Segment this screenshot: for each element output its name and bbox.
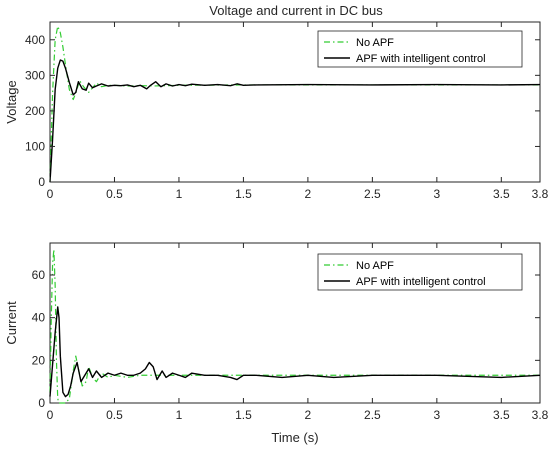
voltage-legend: No APF APF with intelligent control bbox=[317, 30, 523, 68]
voltage-plot: 0 0.5 1 1.5 2 2.5 3 3.5 3.8 0 100 200 300 400 Voltage… bbox=[4, 21, 549, 201]
voltage-series-apf-line bbox=[49, 59, 541, 183]
voltage-x-tick-label: 3 bbox=[433, 187, 440, 201]
voltage-x-tick-label: 3.8 bbox=[532, 187, 549, 201]
voltage-series-no-apf-line bbox=[49, 25, 540, 183]
voltage-y-axis-label: Voltage bbox=[4, 80, 19, 123]
current-plot: 0 0.5 1 1.5 2 2.5 3 3.5 3.8 0 20 40 60 Current Time … bbox=[4, 242, 549, 445]
current-x-axis-label: Time (s) bbox=[271, 430, 318, 445]
current-y-tick-label: 0 bbox=[38, 396, 45, 410]
current-x-tick-label: 3.8 bbox=[532, 408, 549, 422]
voltage-legend-label-apf: APF with intelligent control bbox=[356, 53, 486, 65]
current-x-tick-label: 1 bbox=[176, 408, 183, 422]
voltage-legend-label-no-apf: No APF bbox=[356, 37, 394, 49]
current-series-no-apf-line bbox=[49, 248, 540, 404]
voltage-y-tick-label: 200 bbox=[25, 104, 45, 118]
voltage-legend-box bbox=[317, 30, 523, 68]
current-x-tick-label: 2 bbox=[305, 408, 312, 422]
current-series-apf-line bbox=[49, 306, 541, 398]
voltage-y-tick-label: 100 bbox=[25, 139, 45, 153]
current-x-tick-label: 1.5 bbox=[235, 408, 252, 422]
voltage-y-tick-label: 400 bbox=[25, 33, 45, 47]
voltage-tick-layer: 0 0.5 1 1.5 2 2.5 3 3.5 3.8 0 100 200 300 400 bbox=[25, 22, 549, 201]
current-tick-layer: 0 0.5 1 1.5 2 2.5 3 3.5 3.8 0 20 40 60 bbox=[32, 243, 549, 422]
voltage-y-tick-label: 300 bbox=[25, 68, 45, 82]
current-legend: No APF APF with intelligent control bbox=[317, 253, 523, 291]
voltage-y-tick-label: 0 bbox=[38, 175, 45, 189]
current-y-tick-label: 60 bbox=[32, 268, 46, 282]
current-y-axis-label: Current bbox=[4, 301, 19, 345]
current-x-tick-label: 0 bbox=[47, 408, 54, 422]
voltage-x-tick-label: 1 bbox=[176, 187, 183, 201]
current-legend-label-apf: APF with intelligent control bbox=[356, 276, 486, 288]
current-y-tick-label: 40 bbox=[32, 311, 46, 325]
current-legend-box bbox=[317, 253, 523, 291]
voltage-x-tick-label: 1.5 bbox=[235, 187, 252, 201]
voltage-x-tick-label: 0 bbox=[47, 187, 54, 201]
current-y-tick-label: 20 bbox=[32, 353, 46, 367]
current-legend-label-no-apf: No APF bbox=[356, 260, 394, 272]
current-x-tick-label: 2.5 bbox=[364, 408, 381, 422]
current-series-layer bbox=[49, 248, 541, 404]
voltage-series-layer bbox=[49, 25, 541, 183]
voltage-x-tick-label: 3.5 bbox=[493, 187, 510, 201]
voltage-x-tick-label: 2.5 bbox=[364, 187, 381, 201]
current-x-tick-label: 0.5 bbox=[106, 408, 123, 422]
voltage-x-tick-label: 0.5 bbox=[106, 187, 123, 201]
current-x-tick-label: 3.5 bbox=[493, 408, 510, 422]
voltage-x-tick-label: 2 bbox=[305, 187, 312, 201]
chart-title: Voltage and current in DC bus bbox=[209, 3, 383, 18]
current-x-tick-label: 3 bbox=[433, 408, 440, 422]
